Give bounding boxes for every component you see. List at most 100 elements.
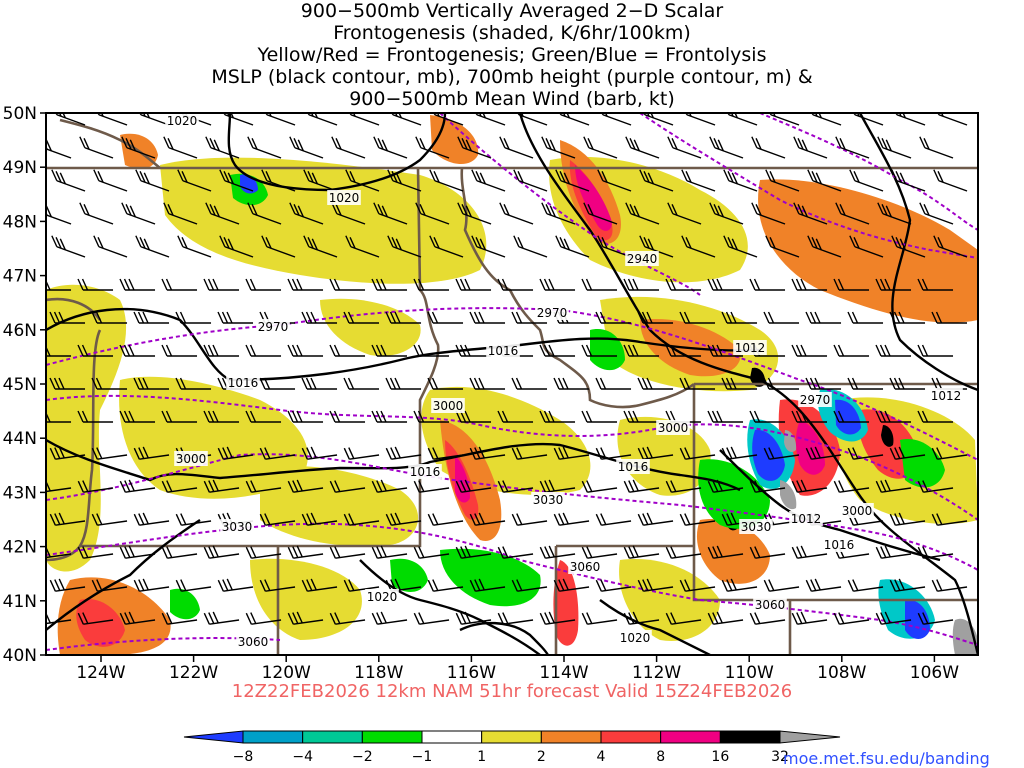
wind-barb <box>307 113 338 126</box>
colorbar: −8 −4 −2 −1 1 2 4 8 16 32 <box>183 730 841 765</box>
wind-barb <box>581 612 618 625</box>
wind-barb <box>751 202 786 225</box>
wind-barb <box>847 377 884 390</box>
wind-barb <box>539 479 576 493</box>
wind-barb <box>219 235 254 258</box>
wind-barb <box>301 377 338 390</box>
wind-barb <box>581 344 618 357</box>
wind-barb <box>721 446 758 460</box>
height-contour-label: 2970 <box>537 306 568 320</box>
wind-barb <box>343 513 380 526</box>
wind-barb <box>217 578 254 592</box>
wind-barb <box>497 612 534 625</box>
wind-barb <box>583 136 618 159</box>
wind-barb <box>513 169 548 192</box>
wind-barb <box>889 578 926 592</box>
height-contour-label: 3000 <box>658 421 689 435</box>
wind-barb <box>371 545 408 559</box>
wind-barb <box>161 344 198 357</box>
wind-barb <box>793 136 828 159</box>
wind-barb <box>511 377 548 390</box>
wind-barb <box>637 377 674 390</box>
wind-barbs <box>46 113 968 625</box>
wind-barb <box>175 311 212 324</box>
wind-barb <box>917 612 954 625</box>
wind-barb <box>427 513 464 526</box>
colorbar-label: 1 <box>477 749 486 765</box>
wind-barb <box>161 480 198 493</box>
colorbar-label: −4 <box>292 749 313 765</box>
map-axes: 50N 49N 48N 47N 46N 45N 44N 43N 42N 41N 40N 124W 122… <box>3 104 960 683</box>
wind-barb <box>385 377 422 390</box>
wind-barb <box>749 480 786 493</box>
wind-barb <box>91 377 128 390</box>
wind-barb <box>287 545 324 559</box>
wind-barb <box>805 446 842 460</box>
wind-barb <box>581 410 618 423</box>
wind-barb <box>499 202 534 225</box>
wind-barb <box>727 113 758 126</box>
wind-barb <box>833 612 870 625</box>
wind-barb <box>457 136 492 159</box>
wind-barb <box>681 235 716 258</box>
wind-barb <box>471 169 506 192</box>
wind-barb <box>79 136 114 159</box>
wind-barb <box>679 447 716 460</box>
wind-barb <box>245 546 282 559</box>
wind-barb <box>93 169 128 192</box>
colorbar-segment <box>660 730 721 744</box>
wind-barb <box>749 612 786 625</box>
wind-barb <box>553 578 590 592</box>
wind-barb <box>77 546 114 559</box>
wind-barb <box>539 611 576 625</box>
title-line-4: MSLP (black contour, mb), 700mb height (… <box>211 66 813 88</box>
wind-barb <box>133 512 170 526</box>
wind-barb <box>387 235 422 258</box>
wind-barb <box>301 446 338 460</box>
wind-barb <box>289 202 324 225</box>
wind-barb <box>261 169 296 192</box>
wind-barb <box>133 377 170 390</box>
wind-barb <box>555 235 590 258</box>
wind-barb <box>349 113 380 126</box>
wind-barb <box>541 136 576 159</box>
wind-barb <box>261 235 296 258</box>
wind-barb <box>413 278 450 291</box>
height-contour-label: 2970 <box>800 393 831 407</box>
colorbar-segment <box>421 730 483 744</box>
mslp-contour-label: 1020 <box>620 631 651 645</box>
wind-barb <box>413 344 450 357</box>
wind-barb <box>707 611 744 625</box>
wind-barb <box>791 410 828 423</box>
wind-barb <box>875 278 912 291</box>
wind-barb <box>595 513 632 526</box>
wind-barb <box>639 235 674 258</box>
wind-barb <box>517 113 548 126</box>
wind-barb <box>623 344 660 357</box>
wind-barb <box>133 578 170 592</box>
mslp-contour-label: 1020 <box>367 590 398 604</box>
wind-barb <box>539 278 576 291</box>
wind-barb <box>721 578 758 592</box>
credit-link[interactable]: moe.met.fsu.edu/banding <box>783 749 990 768</box>
wind-barb <box>791 479 828 493</box>
wind-barb <box>49 377 86 390</box>
wind-barb <box>119 410 156 423</box>
wind-barb <box>139 113 170 126</box>
wind-barb <box>217 311 254 324</box>
wind-barb <box>581 546 618 559</box>
wind-barb <box>247 136 282 159</box>
wind-barb <box>511 311 548 324</box>
wind-barb <box>595 377 632 390</box>
wind-barb <box>665 480 702 493</box>
forecast-info: 12Z22FEB2026 12km NAM 51hr forecast Vali… <box>231 681 793 702</box>
wind-barb <box>245 278 282 291</box>
wind-barb <box>455 278 492 291</box>
wind-barb <box>161 612 198 625</box>
wind-barb <box>329 344 366 357</box>
wind-barb <box>51 169 86 192</box>
wind-barb <box>175 377 212 390</box>
wind-barb <box>119 611 156 625</box>
lon-tick-label: 114W <box>539 663 588 683</box>
